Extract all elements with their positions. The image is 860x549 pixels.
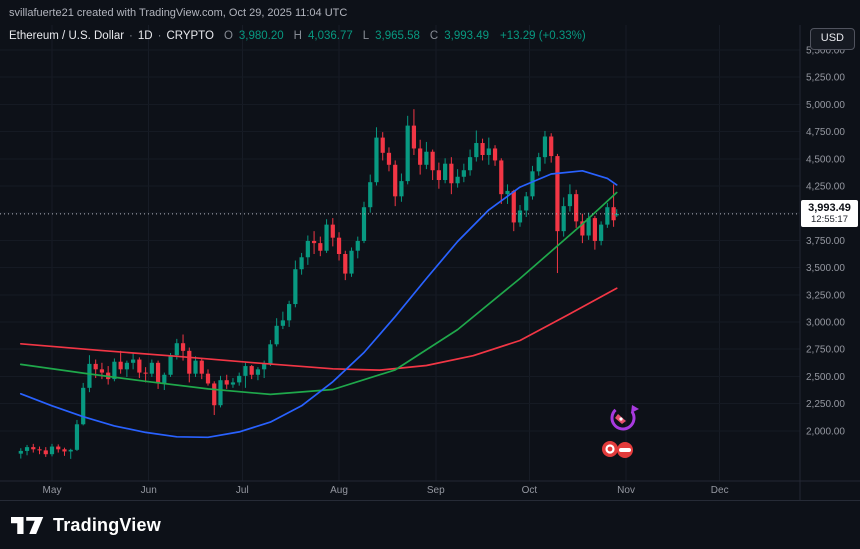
ma-slow-red-line xyxy=(19,287,618,371)
time-axis-label: Sep xyxy=(427,485,445,496)
chart-canvas[interactable]: 5,500.00 5,250.00 5,000.00 4,750.00 4,500.00… xyxy=(0,25,860,500)
countdown-timer: 12:55:17 xyxy=(811,213,848,225)
last-price-value: 3,993.49 xyxy=(808,201,851,214)
attribution-bar: svillafuerte21 created with TradingView.… xyxy=(0,0,860,25)
low-label: L xyxy=(362,30,370,42)
chart-stickers xyxy=(602,405,639,458)
legend-separator: · xyxy=(157,30,162,42)
chart-region: 5,500.00 5,250.00 5,000.00 4,750.00 4,500.00… xyxy=(0,25,860,500)
tradingview-logo[interactable]: TradingView xyxy=(11,513,161,537)
tradingview-mark-icon xyxy=(11,516,44,534)
price-axis-label: 3,500.00 xyxy=(806,263,845,274)
time-axis-label: Oct xyxy=(522,485,538,496)
price-axis-label: 4,500.00 xyxy=(806,154,845,165)
brand-name: TradingView xyxy=(53,514,161,535)
market-label: CRYPTO xyxy=(166,30,214,42)
sticker-red-badges-icon xyxy=(602,441,633,458)
price-axis-label: 2,500.00 xyxy=(806,372,845,383)
price-axis-label: 3,250.00 xyxy=(806,290,845,301)
candles-layer xyxy=(18,109,619,459)
time-axis[interactable]: May Jun Jul Aug Sep Oct Nov Dec xyxy=(43,485,729,496)
low-value: 3,965.58 xyxy=(375,30,420,42)
legend-separator: · xyxy=(129,30,133,42)
symbol-name[interactable]: Ethereum / U.S. Dollar xyxy=(9,30,125,42)
price-axis-label: 4,750.00 xyxy=(806,127,845,138)
time-axis-label: Nov xyxy=(617,485,635,496)
currency-button[interactable]: USD xyxy=(809,28,855,50)
high-value: 4,036.77 xyxy=(307,30,353,42)
time-axis-label: May xyxy=(43,485,62,496)
price-axis-label: 5,500.00 xyxy=(806,46,845,57)
price-axis-label: 3,750.00 xyxy=(806,236,845,247)
time-axis-label: Jun xyxy=(141,485,157,496)
price-axis-label: 2,000.00 xyxy=(806,426,845,437)
price-axis-label: 5,250.00 xyxy=(806,73,845,84)
price-axis[interactable]: 5,500.00 5,250.00 5,000.00 4,750.00 4,500.00… xyxy=(806,46,845,438)
ma-medium-green-line xyxy=(19,191,618,396)
interval-label[interactable]: 1D xyxy=(137,30,153,42)
price-axis-label: 2,750.00 xyxy=(806,345,845,356)
last-price-tag: 3,993.49 12:55:17 xyxy=(801,199,858,227)
close-value: 3,993.49 xyxy=(444,30,489,42)
price-axis-label: 5,000.00 xyxy=(806,100,845,111)
chart-legend: Ethereum / U.S. Dollar · 1D · CRYPTO O 3… xyxy=(9,30,586,42)
open-label: O xyxy=(223,30,233,42)
price-axis-label: 2,250.00 xyxy=(806,399,845,410)
close-label: C xyxy=(429,30,439,42)
time-axis-label: Aug xyxy=(330,485,348,496)
grid-layer xyxy=(0,25,800,481)
branding-bar: TradingView xyxy=(0,500,860,549)
price-axis-label: 3,000.00 xyxy=(806,318,845,329)
open-value: 3,980.20 xyxy=(238,30,284,42)
price-axis-label: 4,250.00 xyxy=(806,182,845,193)
time-axis-label: Dec xyxy=(711,485,729,496)
time-axis-label: Jul xyxy=(236,485,249,496)
sticker-swirl-rocket-icon xyxy=(610,405,639,431)
attribution-text: svillafuerte21 created with TradingView.… xyxy=(9,6,348,19)
high-label: H xyxy=(293,30,302,42)
change-value: +13.29 (+0.33%) xyxy=(500,30,586,42)
ma-fast-blue-line xyxy=(19,169,618,439)
